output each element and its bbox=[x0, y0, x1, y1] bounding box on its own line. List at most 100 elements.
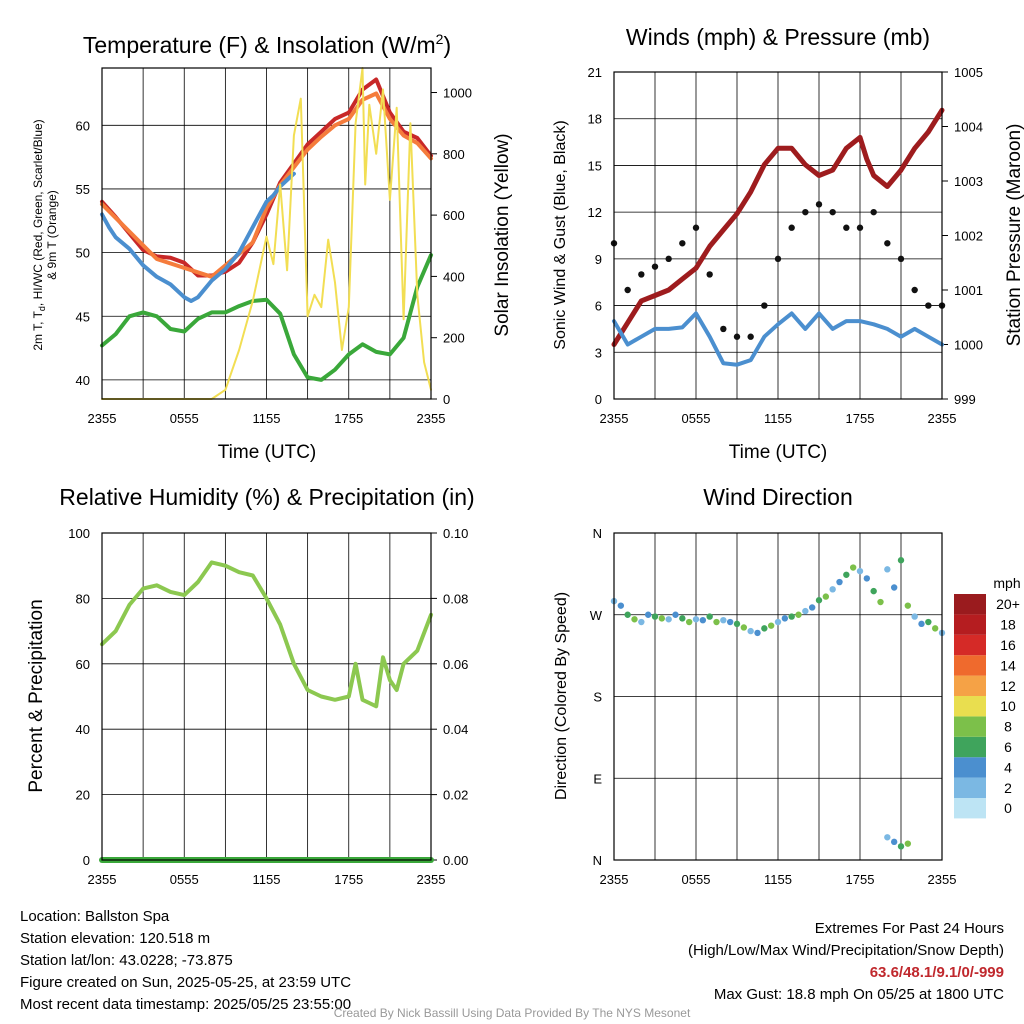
data-point bbox=[706, 271, 713, 278]
data-point bbox=[665, 616, 672, 623]
colorbar-label: 6 bbox=[1004, 739, 1012, 755]
y-tick-label-right: 1004 bbox=[954, 120, 983, 135]
x-tick-label: 2355 bbox=[928, 411, 957, 426]
data-point bbox=[713, 618, 720, 626]
data-point bbox=[774, 618, 782, 626]
data-point bbox=[720, 325, 727, 333]
data-point bbox=[897, 255, 905, 263]
x-tick-label: 1755 bbox=[846, 872, 875, 887]
wind-y-axis-label-right: Station Pressure (Maroon) bbox=[1004, 124, 1024, 347]
y-tick-label-left: N bbox=[593, 853, 602, 868]
data-point bbox=[849, 564, 857, 571]
y-tick-label-right: 1000 bbox=[443, 86, 472, 101]
data-point bbox=[925, 618, 932, 626]
data-point bbox=[740, 624, 748, 631]
x-tick-label: 0555 bbox=[682, 411, 711, 426]
data-point bbox=[781, 615, 789, 622]
colorbar-label: 8 bbox=[1004, 719, 1012, 735]
y-tick-label-left: 60 bbox=[76, 118, 90, 133]
data-point bbox=[843, 571, 850, 578]
y-tick-label-left: W bbox=[590, 608, 603, 623]
data-point bbox=[890, 584, 898, 591]
colorbar-swatch bbox=[954, 777, 986, 798]
data-point bbox=[884, 240, 891, 247]
y-tick-label-left: 0 bbox=[595, 392, 602, 407]
data-point bbox=[802, 607, 809, 615]
x-tick-label: 0555 bbox=[170, 411, 199, 426]
y-tick-label-right: 0.00 bbox=[443, 853, 468, 868]
x-tick-label: 0555 bbox=[170, 872, 199, 887]
data-point bbox=[747, 333, 754, 340]
data-point bbox=[638, 618, 645, 626]
temp-y-axis-label-right: Solar Insolation (Yellow) bbox=[492, 133, 513, 336]
y-tick-label-left: 45 bbox=[76, 309, 90, 324]
y-tick-label-left: 12 bbox=[588, 205, 602, 220]
y-tick-label-left: 3 bbox=[595, 345, 602, 360]
data-point bbox=[911, 613, 918, 620]
data-point bbox=[788, 613, 795, 620]
data-point bbox=[679, 615, 686, 622]
y-tick-label-right: 200 bbox=[443, 331, 465, 346]
data-point bbox=[870, 587, 877, 595]
colorbar-swatch bbox=[954, 655, 986, 676]
temp-x-axis-label: Time (UTC) bbox=[218, 442, 317, 463]
data-point bbox=[836, 578, 843, 586]
plot-frame bbox=[613, 71, 943, 400]
data-point bbox=[843, 224, 850, 231]
x-tick-label: 0555 bbox=[682, 872, 711, 887]
data-point bbox=[754, 629, 761, 637]
y-tick-label-right: 1002 bbox=[954, 229, 983, 244]
y-tick-label-left: E bbox=[593, 771, 602, 786]
extremes-block: Extremes For Past 24 Hours (High/Low/Max… bbox=[688, 918, 1004, 1006]
y-tick-label-right: 1003 bbox=[954, 174, 983, 189]
y-tick-label-right: 400 bbox=[443, 269, 465, 284]
y-tick-label-left: 18 bbox=[588, 112, 602, 127]
y-tick-label-right: 0.08 bbox=[443, 591, 468, 606]
colorbar-swatch bbox=[954, 736, 986, 758]
data-point bbox=[767, 622, 775, 629]
y-tick-label-right: 1005 bbox=[954, 65, 983, 80]
most-recent-data: Most recent data timestamp: 2025/05/25 2… bbox=[20, 996, 352, 1013]
data-point bbox=[877, 598, 884, 606]
y-tick-label-left: 20 bbox=[76, 788, 90, 803]
data-point bbox=[863, 575, 871, 582]
colorbar-swatch bbox=[954, 614, 986, 635]
x-tick-label: 2355 bbox=[600, 872, 629, 887]
colorbar-label: 4 bbox=[1004, 759, 1012, 775]
y-tick-label-left: 100 bbox=[68, 526, 90, 541]
series-line bbox=[100, 171, 296, 303]
y-tick-label-left: 0 bbox=[83, 853, 90, 868]
station-info: Location: Ballston Spa Station elevation… bbox=[20, 906, 351, 1016]
x-tick-label: 1155 bbox=[764, 872, 792, 887]
data-point bbox=[761, 302, 768, 309]
x-tick-label: 1155 bbox=[253, 872, 281, 887]
x-tick-label: 2355 bbox=[88, 872, 117, 887]
x-tick-label: 2355 bbox=[417, 872, 446, 887]
data-point bbox=[761, 625, 768, 632]
dir-y-axis-label-left: Direction (Colored By Speed) bbox=[553, 592, 570, 800]
data-point bbox=[911, 286, 918, 294]
x-tick-label: 1755 bbox=[846, 411, 875, 426]
x-tick-label: 2355 bbox=[417, 411, 446, 426]
y-tick-label-left: 21 bbox=[588, 65, 602, 80]
data-point bbox=[884, 566, 891, 573]
panel-direction: N E S W N 2355 0555 1155 1755 2355 bbox=[590, 526, 957, 887]
data-point bbox=[672, 611, 679, 618]
data-point bbox=[795, 611, 802, 618]
plot-frame bbox=[101, 532, 432, 861]
y-tick-label-right: 0.06 bbox=[443, 657, 468, 672]
y-tick-label-left: 60 bbox=[76, 657, 90, 672]
data-point bbox=[897, 557, 905, 564]
temp-y-axis-label-left-2: & 9m T (Orange) bbox=[45, 190, 59, 280]
colorbar-swatch bbox=[954, 716, 986, 737]
data-point bbox=[815, 201, 823, 208]
series-line bbox=[100, 253, 433, 382]
data-point bbox=[815, 597, 823, 604]
temp-y-axis-label-left: 2m T, Td, HI/WC (Red, Green, Scarlet/Blu… bbox=[31, 119, 47, 350]
x-tick-label: 1755 bbox=[334, 411, 363, 426]
colorbar-label: 14 bbox=[1000, 657, 1016, 673]
x-tick-label: 2355 bbox=[928, 872, 957, 887]
series-line bbox=[101, 67, 432, 400]
data-point bbox=[925, 302, 932, 309]
